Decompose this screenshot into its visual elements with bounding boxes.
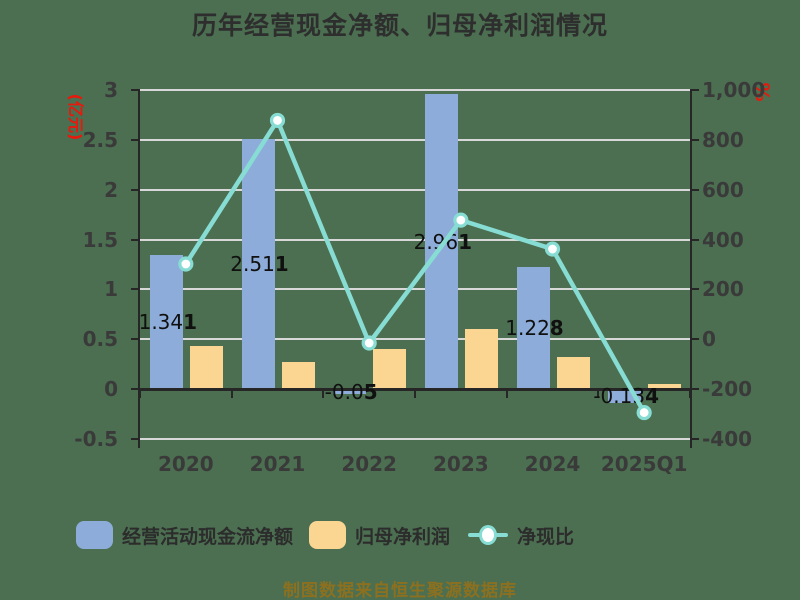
- left-axis-tick: [131, 138, 140, 141]
- legend-circle-marker-icon: [479, 525, 498, 545]
- x-axis-tick: [414, 390, 416, 398]
- right-axis-tick: [690, 338, 699, 341]
- right-axis-tick: [690, 138, 699, 141]
- x-axis-label: 2024: [524, 452, 581, 476]
- operating-cashflow-bar: [149, 255, 183, 390]
- y-axis-right-line: [690, 89, 692, 448]
- x-axis-label: 2025Q1: [600, 452, 688, 476]
- left-axis-tick-label: 1.5: [82, 227, 118, 252]
- y-axis-left-line: [138, 89, 140, 448]
- gridline: [140, 438, 690, 440]
- left-axis-tick-label: 0.5: [82, 327, 118, 352]
- x-axis-label: 2022: [341, 452, 397, 476]
- left-axis-tick: [131, 188, 140, 191]
- legend: 经营活动现金流净额 归母净利润 净现比: [76, 519, 574, 551]
- x-axis-label: 2023: [432, 452, 489, 476]
- legend-swatch-operating-cashflow: [76, 521, 113, 549]
- right-axis-tick: [690, 89, 699, 91]
- bar-value-label: -0.134: [576, 383, 676, 409]
- net-profit-bar: [648, 384, 682, 390]
- left-axis-tick: [131, 338, 140, 341]
- left-axis-tick: [131, 89, 140, 91]
- x-axis-label: 2021: [249, 452, 306, 476]
- legend-label-operating-cashflow: 经营活动现金流净额: [122, 525, 294, 548]
- legend-label-net-cash-ratio: 净现比: [517, 525, 575, 548]
- left-axis-tick-label: 3: [104, 78, 118, 102]
- left-axis-tick-label: 2.5: [82, 127, 118, 152]
- bar-value-last-digit: 4: [645, 383, 659, 408]
- bar-value-text: 1.34: [138, 310, 184, 335]
- bar-value-text: -0.0: [324, 379, 364, 404]
- gridline: [140, 188, 690, 191]
- x-axis-tick: [230, 390, 233, 398]
- bar-value-label: 1.341: [118, 309, 218, 335]
- bar-value-text: -0.13: [593, 383, 646, 408]
- left-axis-tick-label: 1: [104, 277, 118, 302]
- bar-value-text: 2.51: [230, 251, 275, 276]
- bar-value-last-digit: 1: [183, 310, 198, 335]
- right-axis-tick: [690, 238, 699, 241]
- right-axis-tick: [690, 188, 699, 191]
- x-axis-tick: [505, 390, 508, 398]
- bar-value-last-digit: 1: [274, 251, 289, 276]
- legend-label-net-profit: 归母净利润: [355, 525, 451, 548]
- right-axis-tick: [690, 388, 699, 391]
- source-note: 制图数据来自恒生聚源数据库: [283, 581, 517, 600]
- bar-value-text: 2.96: [413, 229, 459, 254]
- x-axis-tick: [139, 390, 141, 398]
- legend-swatch-net-profit: [309, 521, 347, 549]
- right-axis-tick-label: 0: [702, 327, 716, 352]
- right-axis-tick: [690, 288, 699, 291]
- left-axis-tick: [131, 388, 140, 391]
- chart-title: 历年经营现金净额、归母净利润情况: [191, 11, 608, 40]
- legend-symbol-net-cash-ratio: [468, 520, 509, 550]
- bar-value-last-digit: 5: [363, 379, 378, 404]
- bar-value-last-digit: 1: [458, 229, 473, 254]
- left-axis-tick: [131, 438, 140, 440]
- left-axis-tick-label: -0.5: [74, 427, 118, 451]
- right-axis-tick-label: 800: [702, 127, 744, 152]
- right-axis-tick-label: 400: [702, 227, 744, 252]
- right-axis-tick: [690, 438, 699, 440]
- bar-value-label: 1.228: [485, 315, 585, 341]
- bar-value-label: 2.961: [393, 229, 493, 255]
- right-axis-tick-label: -200: [702, 377, 753, 402]
- gridline: [140, 138, 690, 141]
- gridline: [140, 89, 690, 91]
- gridline: [140, 338, 690, 341]
- left-axis-tick: [131, 288, 140, 291]
- gridline: [140, 288, 690, 291]
- bar-value-label: -0.05: [301, 379, 401, 405]
- left-axis-tick: [131, 238, 140, 241]
- bar-value-label: 2.511: [210, 251, 310, 277]
- x-axis-label: 2020: [157, 452, 214, 476]
- right-axis-tick-label: 200: [702, 277, 744, 302]
- net-profit-bar: [189, 346, 223, 390]
- right-axis-tick-label: -400: [702, 427, 753, 451]
- right-axis-tick-label: 1,000: [702, 78, 766, 102]
- bar-value-last-digit: 8: [549, 315, 564, 340]
- right-axis-tick-label: 600: [702, 177, 744, 202]
- bar-value-text: 1.22: [505, 315, 550, 340]
- left-axis-tick-label: 0: [104, 377, 118, 402]
- left-axis-tick-label: 2: [104, 177, 118, 202]
- x-axis-tick: [689, 390, 691, 398]
